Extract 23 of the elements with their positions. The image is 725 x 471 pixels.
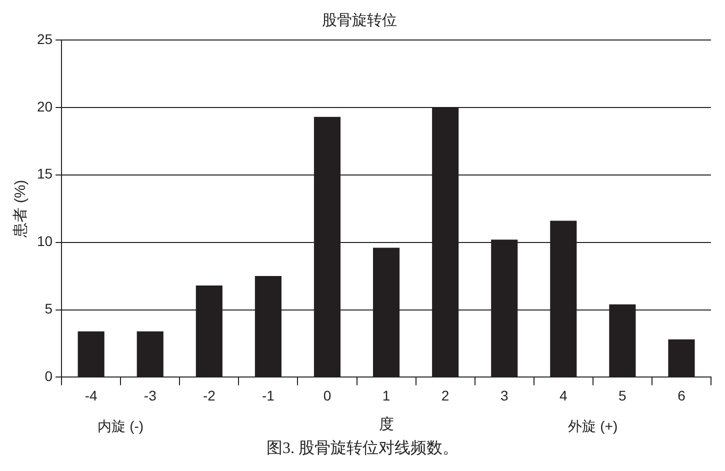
y-tick-label: 10 (36, 233, 53, 250)
x-tick-label: 1 (382, 387, 390, 404)
y-axis-title: 患者 (%) (12, 180, 30, 238)
caption: 图3. 股骨旋转位对线频数。 (266, 438, 460, 459)
x-tick-label: 2 (441, 387, 450, 404)
y-tick-label: 25 (36, 30, 53, 47)
chart-title: 股骨旋转位 (322, 12, 397, 30)
y-tick-label: 15 (36, 166, 53, 182)
x-tick-label: 0 (323, 387, 332, 404)
x-tick-label: -3 (144, 387, 157, 404)
x-tick-label: 4 (560, 387, 568, 404)
y-tick-label: 5 (44, 300, 53, 317)
x-tick-label: 5 (618, 387, 627, 404)
x-tick-label: -2 (202, 387, 216, 404)
x-tick-label: 6 (678, 387, 686, 404)
y-tick-label: 20 (36, 98, 53, 114)
text: 内旋 (-) (98, 418, 144, 434)
x-tick-label: -4 (84, 387, 98, 404)
text: 外旋 (+) (568, 418, 618, 434)
y-tick-label: 0 (44, 368, 53, 384)
x-tick-label: -1 (262, 387, 275, 404)
x-tick-label: 3 (500, 387, 508, 404)
x-axis-title: 度 (378, 416, 394, 434)
